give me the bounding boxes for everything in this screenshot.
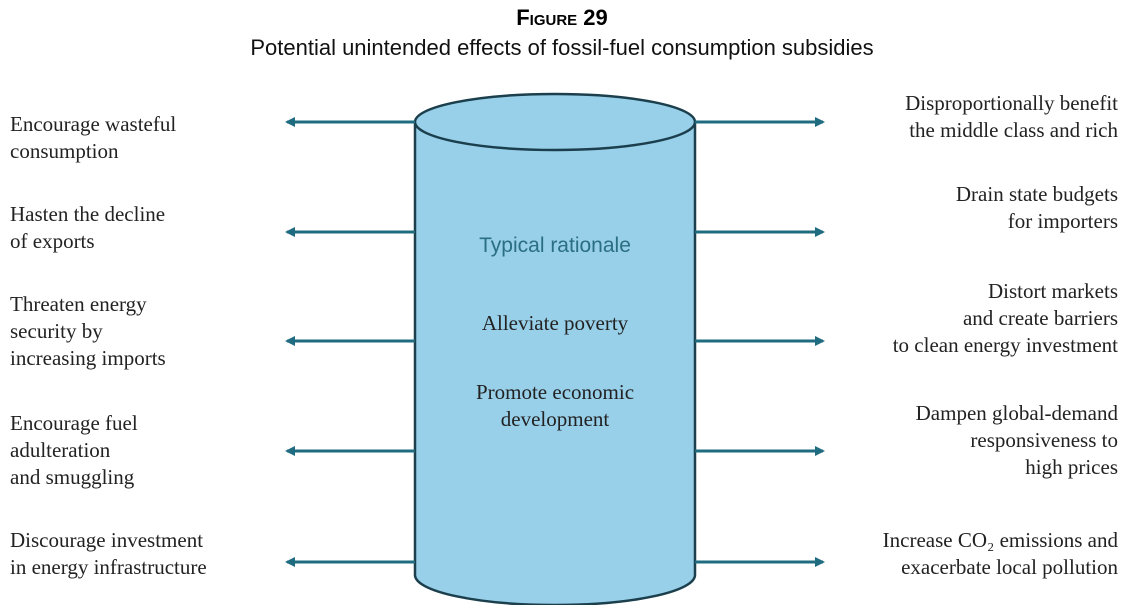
center-heading: Typical rationale: [479, 234, 631, 257]
rationale: development: [501, 407, 610, 431]
texts: Encourage wasteful consumption Hasten the …: [10, 91, 1118, 579]
left-effect: Threaten energy: [10, 292, 147, 316]
left-effect: and smuggling: [10, 465, 135, 489]
left-effect: of exports: [10, 229, 95, 253]
left-effect: increasing imports: [10, 346, 166, 370]
left-effect: adulteration: [10, 438, 111, 462]
rationale: Alleviate poverty: [482, 311, 629, 335]
left-effect: Encourage fuel: [10, 411, 138, 435]
right-effect: Drain state budgets: [956, 182, 1118, 206]
left-effect: consumption: [10, 139, 119, 163]
rationale: Promote economic: [476, 380, 634, 404]
right-effect: responsiveness to: [970, 428, 1118, 452]
left-effect: Discourage investment: [10, 528, 203, 552]
left-effect: Hasten the decline: [10, 202, 165, 226]
figure-title: Potential unintended effects of fossil-f…: [250, 35, 873, 60]
right-effect: and create barriers: [963, 306, 1118, 330]
right-effect: exacerbate local pollution: [901, 555, 1118, 579]
left-effect: in energy infrastructure: [10, 555, 207, 579]
right-effect: Disproportionally benefit: [905, 91, 1118, 115]
right-effect: the middle class and rich: [909, 118, 1118, 142]
right-effect: Distort markets: [988, 279, 1118, 303]
cylinder-body: [413, 120, 697, 605]
left-effect: security by: [10, 319, 103, 343]
arrows: [285, 117, 825, 567]
right-effect: high prices: [1025, 455, 1118, 479]
right-effect: Dampen global-demand: [916, 401, 1119, 425]
cylinder-top: [413, 92, 697, 152]
right-effect: for importers: [1008, 209, 1118, 233]
left-effect: Encourage wasteful: [10, 112, 176, 136]
figure-label: Figure 29: [516, 5, 608, 30]
right-effect: Increase CO₂ emissions and: [883, 528, 1119, 552]
right-effect: to clean energy investment: [893, 333, 1118, 357]
